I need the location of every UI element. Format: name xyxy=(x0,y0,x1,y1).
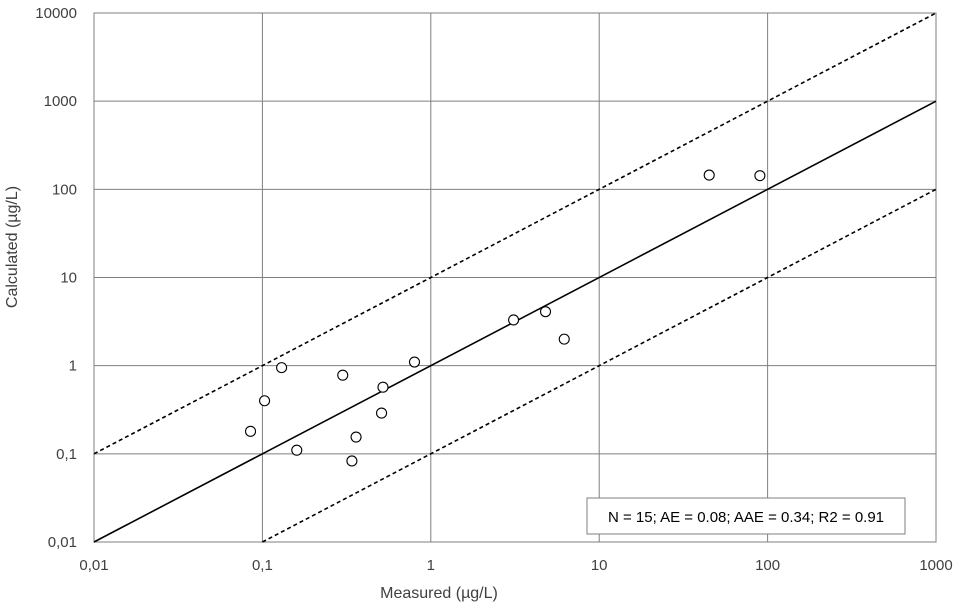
x-tick-labels: 0,01 0,1 1 10 100 1000 xyxy=(79,557,952,574)
data-point xyxy=(346,455,358,467)
data-point xyxy=(703,169,715,181)
data-point xyxy=(276,362,288,374)
data-point xyxy=(337,369,349,381)
data-point xyxy=(350,431,362,443)
data-point xyxy=(376,407,388,419)
dashed-reference-line xyxy=(93,12,937,455)
data-point xyxy=(291,444,303,456)
y-tick-label: 0,01 xyxy=(48,534,77,551)
x-axis-title: Measured (µg/L) xyxy=(380,585,498,602)
stats-annotation: N = 15; AE = 0.08; AAE = 0.34; R2 = 0.91 xyxy=(586,497,906,535)
stats-annotation-text: N = 15; AE = 0.08; AAE = 0.34; R2 = 0.91 xyxy=(608,509,884,526)
data-point xyxy=(259,395,271,407)
data-point xyxy=(408,356,421,368)
stats-annotation-box xyxy=(586,497,906,535)
x-tick-label: 0,1 xyxy=(252,557,273,574)
data-point xyxy=(244,425,257,437)
y-tick-label: 0,1 xyxy=(56,446,77,463)
plot-area-frame xyxy=(93,12,937,543)
data-points xyxy=(244,169,766,467)
data-point xyxy=(377,381,389,393)
x-tick-label: 100 xyxy=(755,557,780,574)
y-tick-labels: 0,01 0,1 1 10 100 1000 10000 xyxy=(35,5,77,551)
x-tick-label: 10 xyxy=(591,557,608,574)
y-tick-label: 1000 xyxy=(44,93,77,110)
x-tick-label: 1 xyxy=(427,557,435,574)
data-point xyxy=(507,314,520,326)
y-tick-label: 10 xyxy=(60,270,77,287)
x-tick-label: 1000 xyxy=(919,557,952,574)
data-point xyxy=(754,170,766,182)
x-tick-label: 0,01 xyxy=(79,557,108,574)
y-axis-title: Calculated (µg/L) xyxy=(4,186,21,308)
y-tick-label: 1 xyxy=(69,358,77,375)
data-point xyxy=(539,306,552,318)
grid-lines xyxy=(93,12,937,543)
y-tick-label: 100 xyxy=(52,181,77,198)
y-tick-label: 10000 xyxy=(35,5,77,22)
data-point xyxy=(558,333,570,345)
dashed-reference-line xyxy=(262,188,937,543)
